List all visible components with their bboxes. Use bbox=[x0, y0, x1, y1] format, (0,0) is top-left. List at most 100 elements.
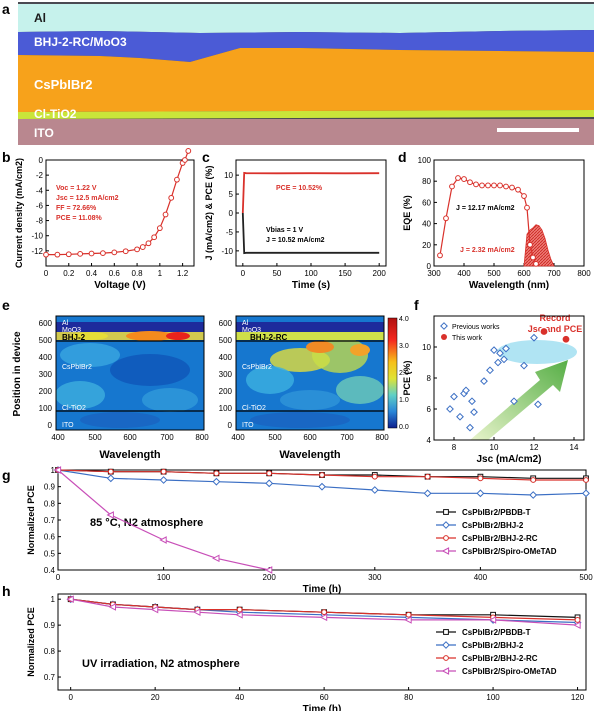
e-right-ytick: 300 bbox=[219, 370, 233, 379]
data-point bbox=[134, 246, 140, 253]
data-point bbox=[467, 179, 473, 186]
ytick-label: 0 bbox=[229, 209, 234, 218]
data-point bbox=[456, 412, 464, 421]
xtick-label: 12 bbox=[530, 443, 539, 452]
ytick-label: 80 bbox=[422, 177, 431, 186]
plot-frame-c bbox=[235, 159, 387, 267]
data-point bbox=[515, 186, 521, 193]
data-point bbox=[446, 405, 454, 413]
data-point bbox=[441, 547, 450, 555]
data-point bbox=[100, 250, 106, 257]
data-point bbox=[43, 251, 49, 258]
e-ylabel: Position in device bbox=[12, 331, 23, 416]
colorbar bbox=[387, 317, 398, 429]
g-annotation: 85 °C, N2 atmosphere bbox=[90, 517, 203, 529]
data-point bbox=[370, 486, 379, 494]
heatmap-left-field bbox=[56, 322, 204, 428]
panel-letter-h: h bbox=[2, 583, 11, 599]
plot-frame-b bbox=[45, 159, 195, 267]
e-right-ytick: 200 bbox=[219, 387, 233, 396]
heatmap-right: Al MoO3 BHJ-2-RC CsPbIBr2 Cl-TiO2 ITO Wa… bbox=[235, 315, 385, 461]
xtick-label: 100 bbox=[304, 269, 318, 278]
e-right-ytick: 400 bbox=[219, 353, 233, 362]
legend-label: CsPbIBr2/PBDB-T bbox=[462, 628, 531, 637]
annotation-text: Jsc = 12.5 mA/cm2 bbox=[56, 195, 119, 202]
data-point bbox=[477, 475, 484, 482]
layer-etl bbox=[18, 110, 594, 119]
data-point bbox=[424, 473, 431, 480]
data-point bbox=[488, 616, 497, 624]
colorbar-tick: 3.0 bbox=[399, 343, 409, 350]
f-annotation-jsc: Jsc and PCE bbox=[528, 324, 583, 334]
e-right-label-perov: CsPbIBr2 bbox=[242, 364, 272, 371]
e-right-xtick: 700 bbox=[340, 433, 354, 442]
legend-label: Previous works bbox=[452, 324, 500, 331]
data-point bbox=[266, 470, 273, 477]
ytick-label: 5 bbox=[229, 190, 234, 199]
data-point bbox=[66, 595, 74, 604]
data-point bbox=[468, 397, 476, 406]
panel-a: a Al BHJ-2-RC/MoO3 CsPbIBr2 Cl-TiO2 ITO bbox=[2, 1, 594, 145]
legend-label: This work bbox=[452, 335, 482, 342]
layer-label-perovskite: CsPbIBr2 bbox=[34, 77, 93, 92]
data-point bbox=[449, 183, 455, 190]
data-point bbox=[509, 184, 515, 191]
xtick-label: 14 bbox=[570, 443, 579, 452]
annotation-text: Vbias = 1 V bbox=[266, 227, 303, 234]
data-point bbox=[443, 535, 449, 541]
xtick-label: 80 bbox=[404, 693, 413, 702]
y-axis-label: EQE (%) bbox=[402, 195, 412, 231]
xtick-label: 300 bbox=[427, 269, 441, 278]
e-xticks: 400 500 600 700 800 400 500 600 700 800 bbox=[51, 433, 389, 442]
data-point bbox=[54, 251, 61, 258]
data-point bbox=[490, 346, 498, 355]
ytick-label: -8 bbox=[36, 217, 44, 226]
layer-al bbox=[18, 4, 594, 33]
ytick-label: 10 bbox=[224, 171, 233, 180]
data-point bbox=[145, 240, 152, 247]
e-left-ytick: 400 bbox=[39, 353, 53, 362]
colorbar-ticks: 4.0 3.0 2.0 1.0 0.0 bbox=[399, 316, 409, 431]
annotation-text: J = 10.52 mA/cm2 bbox=[266, 237, 325, 244]
xtick-label: 50 bbox=[272, 269, 281, 278]
layer-label-htl: BHJ-2-RC/MoO3 bbox=[34, 35, 127, 49]
layer-label-ito: ITO bbox=[34, 126, 54, 140]
colorbar-tick: 4.0 bbox=[399, 316, 409, 323]
e-left-xlabel: Wavelength bbox=[99, 449, 161, 461]
data-point bbox=[77, 250, 84, 257]
plot-frame-h bbox=[57, 593, 587, 691]
e-right-label-moo3: MoO3 bbox=[242, 327, 261, 334]
ytick-label: 0 bbox=[39, 156, 44, 165]
annotation-text: PCE = 11.08% bbox=[56, 215, 103, 222]
ytick-label: 8 bbox=[427, 374, 432, 383]
data-point bbox=[111, 249, 118, 256]
ytick-label: -2 bbox=[36, 171, 44, 180]
panel-letter-b: b bbox=[2, 149, 11, 165]
data-point bbox=[174, 176, 180, 183]
data-point bbox=[193, 608, 201, 616]
xtick-label: 150 bbox=[338, 269, 352, 278]
ytick-label: 1 bbox=[51, 466, 56, 475]
data-point bbox=[443, 629, 449, 635]
ytick-label: 0.6 bbox=[44, 533, 56, 542]
data-point bbox=[524, 204, 530, 211]
e-left-label-ito: ITO bbox=[62, 422, 74, 429]
heatmap-left: Al MoO3 BHJ-2 CsPbIBr2 Cl-TiO2 ITO Wavel… bbox=[55, 315, 205, 461]
series-line bbox=[46, 150, 189, 256]
ytick-label: -4 bbox=[36, 186, 44, 195]
data-point bbox=[443, 509, 449, 515]
data-point bbox=[442, 521, 450, 529]
ytick-label: 40 bbox=[422, 220, 431, 229]
xtick-label: 60 bbox=[320, 693, 329, 702]
f-trend-arrow bbox=[470, 360, 568, 440]
annotation-text: FF = 72.66% bbox=[56, 205, 97, 212]
ytick-label: -12 bbox=[31, 247, 43, 256]
data-point bbox=[486, 366, 494, 375]
xtick-label: 200 bbox=[263, 573, 277, 582]
panel-e: Position in device Al MoO3 BHJ-2 bbox=[12, 315, 409, 461]
data-point bbox=[510, 397, 518, 406]
layer-label-al: Al bbox=[34, 11, 46, 25]
data-point bbox=[212, 554, 220, 563]
e-left-xtick: 500 bbox=[88, 433, 102, 442]
